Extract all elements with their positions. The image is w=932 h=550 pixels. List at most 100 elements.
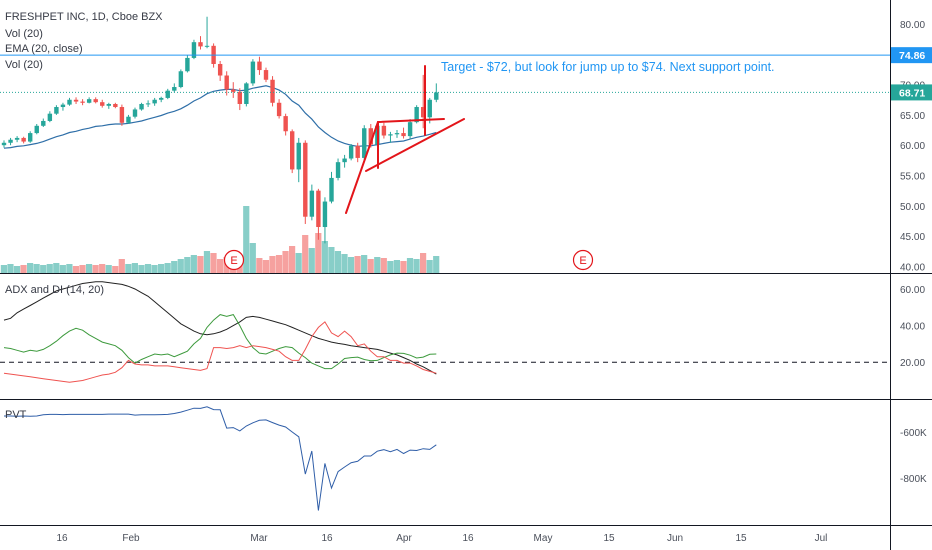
candle-body	[204, 45, 210, 47]
volume-bar	[40, 265, 47, 273]
volume-bar	[79, 265, 86, 273]
triangle-drawing[interactable]	[345, 65, 465, 214]
legend-ema[interactable]: EMA (20, close)	[5, 43, 83, 55]
legend-volume-2[interactable]: Vol (20)	[5, 59, 43, 71]
pvt-legend[interactable]: PVT	[5, 409, 27, 421]
time-axis: 16 Feb Mar 16 Apr 16 May 15 Jun 15 Jul	[56, 533, 827, 544]
candle-body	[34, 125, 39, 134]
earnings-marker-1[interactable]: E	[223, 249, 245, 271]
volume-bar	[190, 255, 197, 273]
time-tick-label: Mar	[250, 533, 268, 544]
volume-bar	[361, 255, 368, 273]
candle-body	[348, 145, 354, 159]
pvt-tick-label: -600K	[900, 428, 927, 439]
time-tick-label: 15	[603, 533, 615, 544]
volume-bar	[210, 253, 217, 273]
candle-body	[113, 103, 118, 108]
time-tick-label: Jun	[667, 533, 683, 544]
adx-tick-label: 60.00	[900, 285, 925, 296]
volume-bar	[295, 253, 302, 273]
triangle-top-line[interactable]	[377, 118, 445, 123]
candle-body	[106, 103, 111, 106]
candle-body	[93, 99, 98, 103]
time-tick-label: 15	[735, 533, 747, 544]
candle-body	[290, 131, 295, 170]
candle-body	[60, 104, 66, 108]
candle-body	[28, 133, 33, 142]
volume-bar	[282, 251, 289, 273]
volume-bar	[7, 264, 14, 273]
price-tick-label: 45.00	[900, 232, 925, 243]
candle-body	[244, 83, 249, 104]
candle-body	[132, 109, 138, 117]
candlesticks	[1, 16, 439, 244]
price-horizontal-lines: 74.86 68.71	[0, 47, 932, 101]
earnings-circle[interactable]	[572, 249, 594, 271]
time-tick-label: 16	[462, 533, 474, 544]
volume-bar	[380, 258, 387, 273]
price-tick-label: 80.00	[900, 20, 925, 31]
candle-body	[368, 128, 373, 145]
price-tick-label: 65.00	[900, 111, 925, 122]
last-price-label: 68.71	[899, 87, 925, 99]
volume-bar	[131, 263, 138, 273]
time-tick-label: Feb	[122, 533, 140, 544]
adx-tick-label: 40.00	[900, 322, 925, 333]
candle-body	[224, 75, 229, 90]
volume-bar	[158, 264, 165, 273]
candle-body	[394, 133, 400, 135]
volume-bar	[302, 235, 309, 273]
volume-bar	[243, 206, 250, 273]
volume-bar	[289, 246, 296, 273]
volume-bar	[308, 248, 315, 273]
volume-bar	[433, 256, 440, 273]
adx-lines	[3, 281, 437, 383]
candle-body	[14, 137, 20, 140]
pvt-series-line	[4, 406, 437, 511]
di-minus-series-line	[3, 321, 437, 383]
volume-bar	[420, 253, 427, 273]
candle-body	[362, 128, 367, 158]
candle-body	[54, 107, 59, 114]
candle-body	[86, 99, 92, 103]
earnings-marker-2[interactable]: E	[572, 249, 594, 271]
volume-bar	[164, 263, 171, 273]
earnings-letter: E	[230, 255, 237, 267]
volume-bar	[184, 257, 191, 273]
candle-body	[309, 190, 315, 217]
earnings-circle[interactable]	[223, 249, 245, 271]
candle-body	[139, 103, 144, 110]
time-tick-label: 16	[321, 533, 333, 544]
time-tick-label: 16	[56, 533, 68, 544]
legend-volume[interactable]: Vol (20)	[5, 28, 43, 40]
volume-bar	[256, 258, 263, 273]
price-tick-label: 55.00	[900, 172, 925, 183]
candle-body	[73, 99, 79, 102]
candle-body	[237, 91, 242, 104]
candle-body	[427, 99, 432, 118]
price-tick-label: 40.00	[900, 262, 925, 273]
volume-bar	[406, 258, 414, 273]
volume-bar	[13, 266, 21, 273]
volume-bar	[249, 243, 256, 273]
volume-bar	[400, 261, 407, 273]
candle-body	[231, 89, 236, 92]
candle-body	[198, 42, 203, 47]
pvt-axis: -600K -800K	[900, 428, 927, 485]
volume-bar	[144, 264, 152, 273]
volume-bar	[334, 251, 342, 273]
candle-body	[145, 103, 151, 105]
candle-body	[434, 92, 439, 100]
candle-body	[329, 177, 334, 202]
flagpole-line[interactable]	[345, 121, 379, 214]
volume-bar	[354, 256, 361, 273]
volume-bar	[321, 241, 328, 273]
volume-bar	[387, 261, 394, 273]
adx-legend[interactable]: ADX and DI (14, 20)	[5, 284, 104, 296]
adx-axis: 20.00 40.00 60.00	[900, 285, 925, 369]
annotation-text[interactable]: Target - $72, but look for jump up to $7…	[441, 60, 775, 74]
candle-body	[178, 71, 184, 88]
candle-body	[322, 201, 328, 228]
triangle-support-line[interactable]	[365, 118, 465, 172]
